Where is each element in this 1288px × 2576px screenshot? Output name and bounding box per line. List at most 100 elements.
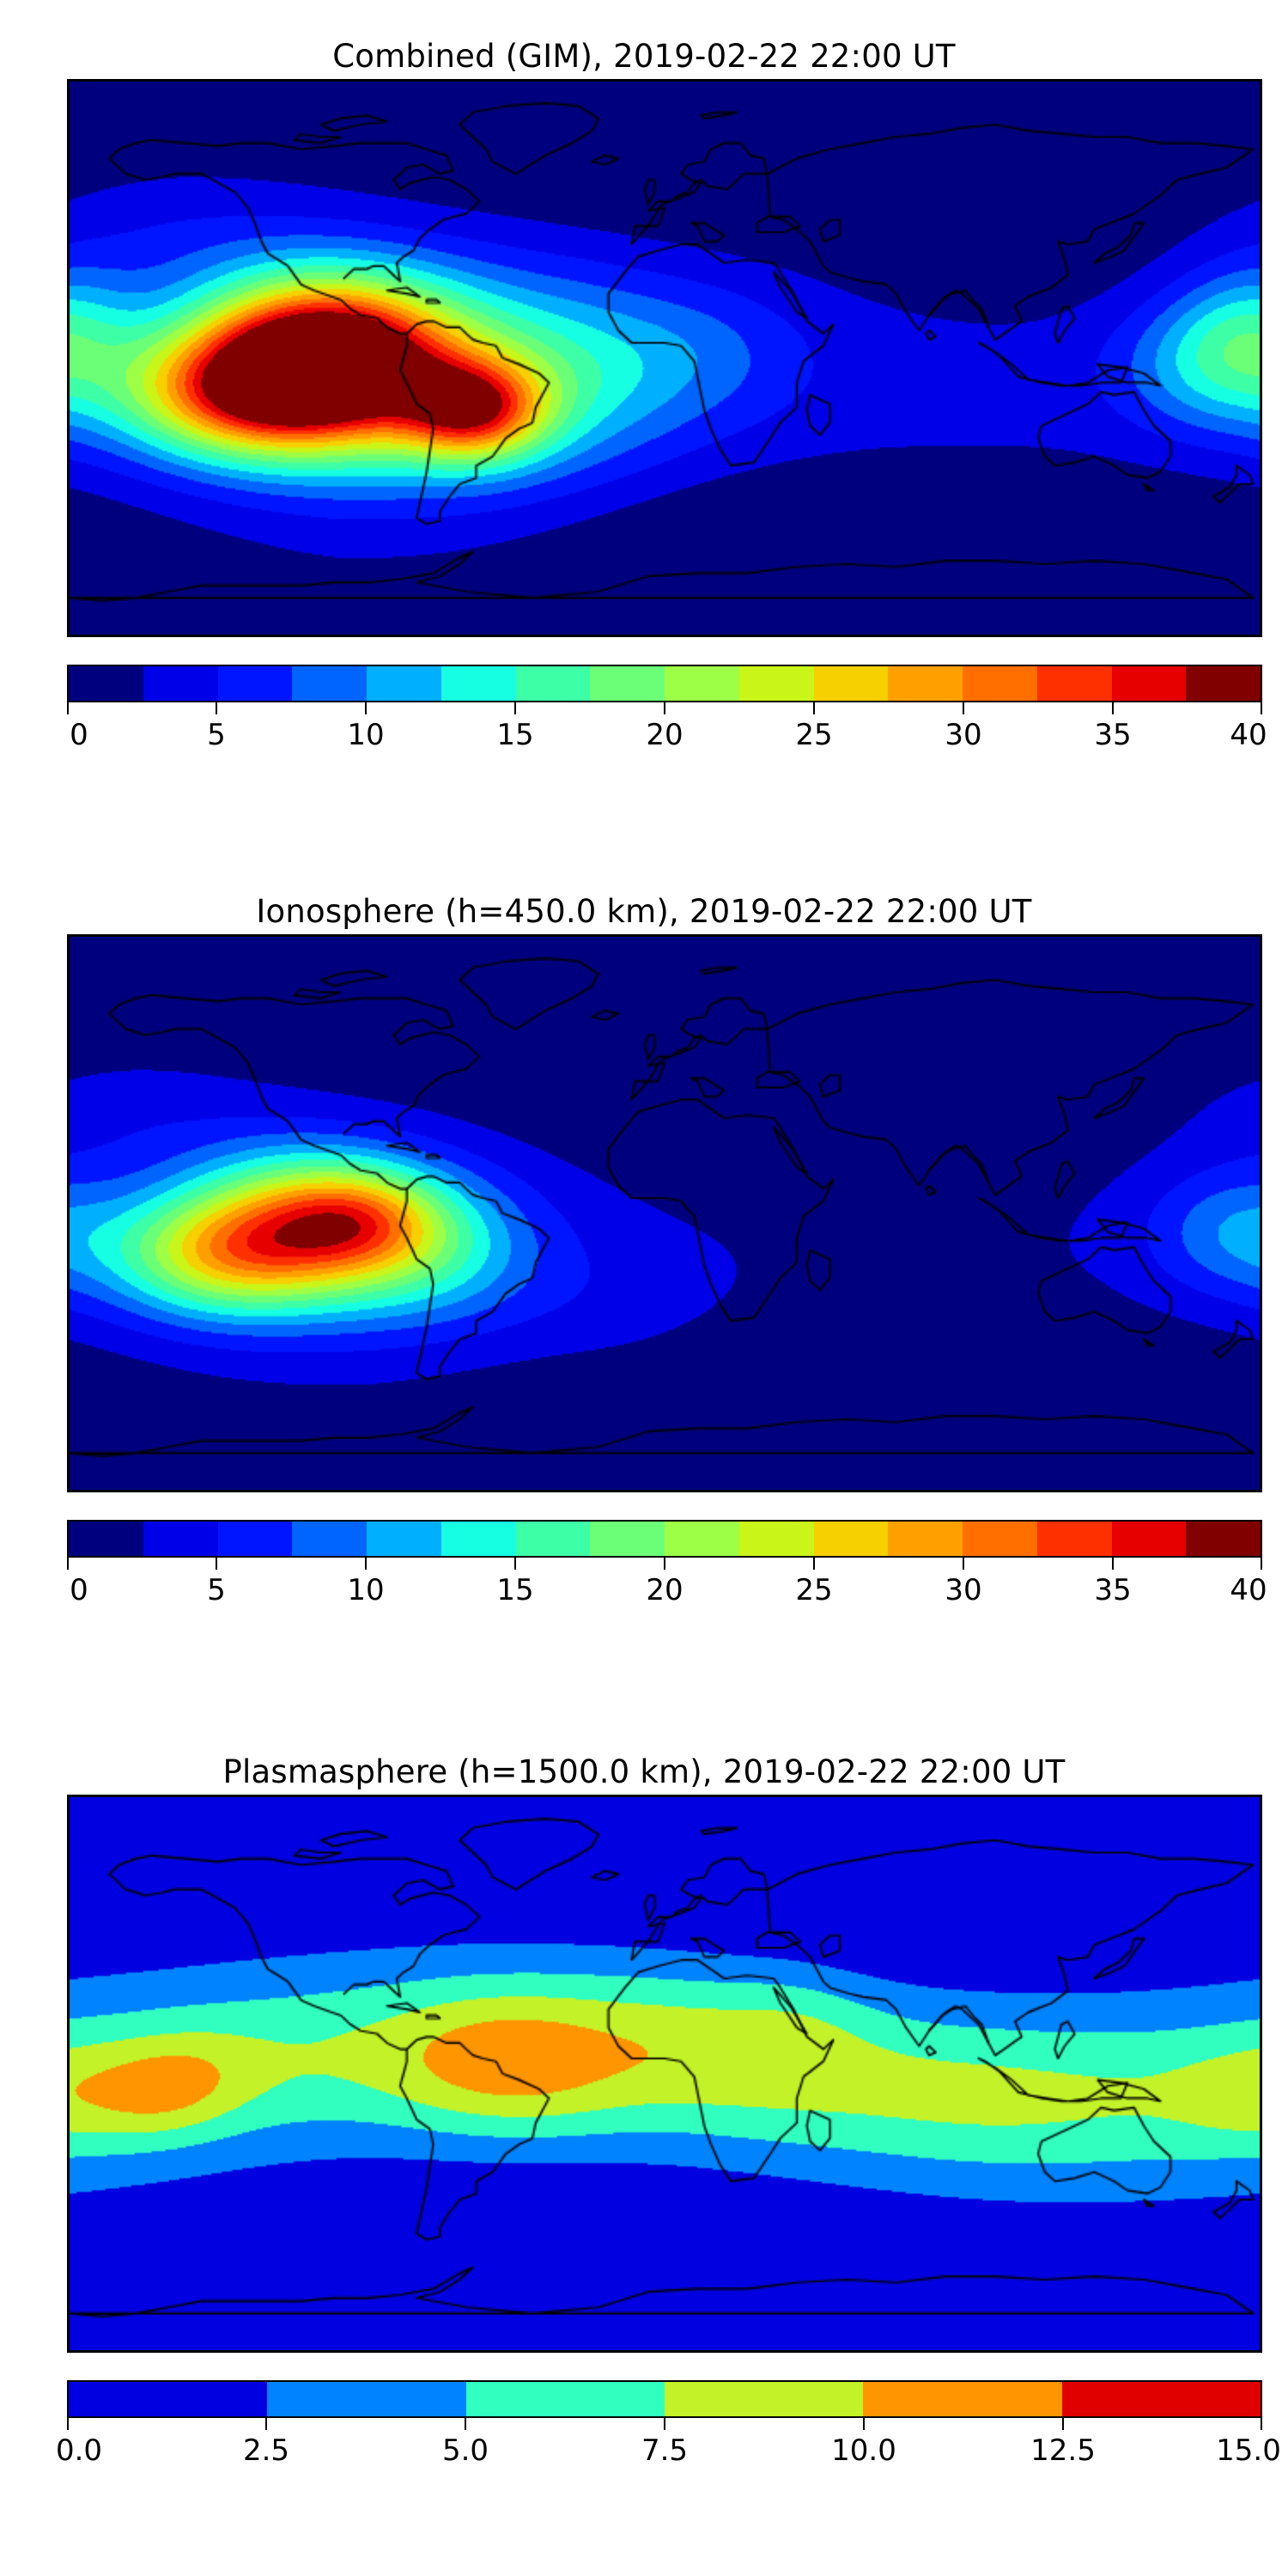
colorbar-ticks-combined-gim [67,702,1262,716]
colorbar-tick-label: 30 [945,718,982,752]
colorbar-swatch [69,666,143,701]
map-canvas-ionosphere [70,937,1260,1490]
panel-combined-gim: Combined (GIM), 2019-02-22 22:00 UT 0 5 10… [0,38,1288,752]
colorbar-tick-label: 0.0 [55,2433,103,2468]
colorbar-tick-label: 0 [70,1573,88,1607]
colorbar-tick-label: 35 [1094,718,1132,752]
colorbar-swatch [143,666,218,701]
map-combined-gim [67,79,1262,637]
colorbar-tick [813,1558,815,1570]
colorbar-swatch [1036,666,1112,701]
colorbar-swatch [440,1522,516,1556]
colorbar-swatches-combined-gim [67,665,1262,702]
colorbar-swatch [465,2382,665,2416]
colorbar-swatch [863,2382,1062,2416]
colorbar-swatch [1111,1522,1187,1556]
colorbar-ticks-ionosphere [67,1558,1262,1571]
colorbar-swatch [1036,1522,1112,1556]
colorbar-tick-label: 5 [207,1573,226,1607]
colorbar-swatch [217,1522,293,1556]
colorbar-tick [514,702,516,714]
colorbar-swatch [963,666,1037,701]
panel-title-ionosphere: Ionosphere (h=450.0 km), 2019-02-22 22:0… [256,893,1032,930]
colorbar-swatch [888,1522,963,1556]
colorbar-tick [664,702,665,714]
colorbar-tick-label: 7.5 [641,2433,689,2468]
colorbar-combined-gim: 0 5 10 15 20 25 30 35 40 [67,665,1267,756]
colorbar-swatch [664,2382,864,2416]
colorbar-tick [365,702,367,714]
colorbar-tick [1112,702,1114,714]
colorbar-tick [365,1558,367,1570]
colorbar-swatch [963,1522,1037,1556]
colorbar-swatch [292,666,367,701]
colorbar-swatch [590,1522,665,1556]
colorbar-swatch [367,666,441,701]
colorbar-tick-label: 5 [207,718,226,752]
colorbar-tick-label: 0 [70,718,88,752]
colorbar-tick-label: 5.0 [441,2433,489,2468]
colorbar-swatch [1186,666,1261,701]
colorbar-tick-label: 20 [646,1573,683,1607]
colorbar-tick-label: 40 [1230,718,1267,752]
colorbar-swatch [217,666,293,701]
colorbar-plasmasphere: 0.0 2.5 5.0 7.5 10.0 12.5 15.0 [56,2380,1281,2471]
colorbar-swatches-ionosphere [67,1520,1262,1558]
map-ionosphere [67,934,1262,1492]
colorbar-swatch [367,1522,441,1556]
colorbar-tick [1062,2418,1064,2430]
colorbar-tick [216,1558,217,1570]
colorbar-tick-label: 25 [795,1573,833,1607]
colorbar-tick-label: 15 [496,718,534,752]
colorbar-labels-ionosphere: 0 5 10 15 20 25 30 35 40 [67,1571,1267,1611]
colorbar-tick-label: 15 [496,1573,534,1607]
map-canvas-combined-gim [70,82,1260,635]
colorbar-tick-label: 10 [347,718,385,752]
colorbar-tick [1112,1558,1114,1570]
colorbar-tick-label: 12.5 [1030,2433,1096,2468]
colorbar-swatch [665,666,739,701]
colorbar-swatch [813,1522,889,1556]
colorbar-tick-label: 10.0 [831,2433,896,2468]
map-plasmasphere [67,1795,1262,2353]
colorbar-tick [1261,702,1262,714]
colorbar-tick-label: 40 [1230,1573,1267,1607]
colorbar-ionosphere: 0 5 10 15 20 25 30 35 40 [67,1520,1267,1611]
colorbar-labels-plasmasphere: 0.0 2.5 5.0 7.5 10.0 12.5 15.0 [56,2432,1281,2471]
colorbar-tick [265,2418,267,2430]
colorbar-swatch [143,1522,218,1556]
colorbar-ticks-plasmasphere [67,2418,1262,2432]
colorbar-swatch [665,1522,739,1556]
colorbar-tick [963,1558,964,1570]
colorbar-swatch [515,666,591,701]
map-canvas-plasmasphere [70,1797,1260,2350]
colorbar-tick [67,2418,69,2430]
colorbar-swatch [1111,666,1187,701]
colorbar-swatch [738,1522,814,1556]
colorbar-tick-label: 2.5 [242,2433,290,2468]
panel-plasmasphere: Plasmasphere (h=1500.0 km), 2019-02-22 2… [0,1753,1288,2468]
colorbar-swatch [1061,2382,1261,2416]
colorbar-tick-label: 35 [1094,1573,1132,1607]
panel-title-combined-gim: Combined (GIM), 2019-02-22 22:00 UT [332,38,956,75]
colorbar-swatch [69,1522,143,1556]
colorbar-swatch [1186,1522,1261,1556]
colorbar-tick-label: 15.0 [1216,2433,1281,2468]
colorbar-tick [216,702,217,714]
colorbar-tick [1261,2418,1262,2430]
colorbar-swatches-plasmasphere [67,2380,1262,2418]
colorbar-swatch [738,666,814,701]
colorbar-tick-label: 25 [795,718,833,752]
colorbar-tick [963,702,964,714]
colorbar-tick [67,702,69,714]
colorbar-swatch [590,666,665,701]
panel-title-plasmasphere: Plasmasphere (h=1500.0 km), 2019-02-22 2… [222,1753,1066,1790]
colorbar-tick [813,702,815,714]
colorbar-tick-label: 30 [945,1573,982,1607]
colorbar-tick [514,1558,516,1570]
colorbar-swatch [440,666,516,701]
panel-ionosphere: Ionosphere (h=450.0 km), 2019-02-22 22:0… [0,893,1288,1607]
colorbar-tick [664,1558,665,1570]
colorbar-swatch [888,666,963,701]
colorbar-tick [863,2418,865,2430]
